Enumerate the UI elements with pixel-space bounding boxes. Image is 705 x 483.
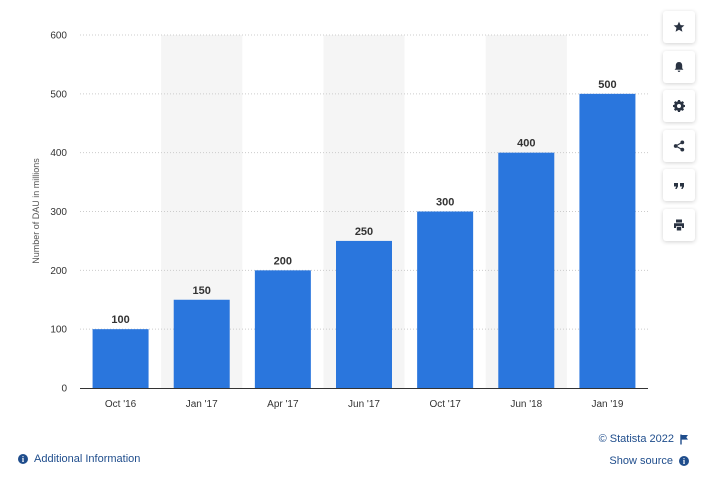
bar	[336, 240, 392, 388]
notification-button[interactable]	[663, 50, 695, 83]
gear-icon	[673, 100, 685, 112]
bar	[92, 329, 149, 388]
x-tick-label: Apr '17	[267, 399, 299, 410]
quote-icon	[674, 183, 684, 189]
x-tick-label: Oct '17	[429, 399, 461, 410]
favorite-button[interactable]	[663, 11, 695, 43]
settings-button[interactable]	[663, 90, 695, 122]
bar	[254, 270, 311, 388]
y-tick-label: 600	[50, 31, 67, 42]
data-label: 400	[517, 138, 535, 150]
data-labels: 100 150 200 250 300 400 500	[111, 79, 616, 326]
data-label: 300	[436, 197, 454, 209]
show-source-label[interactable]: Show source	[609, 455, 673, 467]
info-icon: i	[679, 456, 689, 466]
additional-information-link[interactable]: i Additional Information	[18, 453, 140, 465]
bar	[498, 152, 555, 388]
flag-icon	[680, 434, 688, 444]
bar	[417, 211, 474, 388]
chart-toolbar	[663, 11, 695, 248]
bar-chart: 0 100 200 300 400 500 600 100 150 200 250 300 400 50…	[31, 31, 648, 410]
y-tick-label: 500	[50, 89, 67, 100]
additional-information-label[interactable]: Additional Information	[34, 453, 141, 465]
share-button[interactable]	[663, 129, 695, 162]
share-icon	[673, 140, 685, 151]
y-tick-label: 300	[50, 207, 67, 218]
data-label: 100	[111, 314, 129, 326]
x-tick-label: Oct '16	[105, 399, 137, 410]
statista-credit[interactable]: © Statista 2022	[599, 433, 689, 445]
y-axis-ticks: 0 100 200 300 400 500 600	[50, 31, 67, 395]
x-tick-label: Jun '17	[348, 399, 380, 410]
info-icon: i	[18, 454, 28, 464]
bar	[173, 299, 230, 388]
show-source-link[interactable]: Show source i	[609, 455, 689, 467]
bell-icon	[674, 61, 684, 72]
cite-button[interactable]	[663, 169, 695, 201]
data-label: 500	[598, 79, 616, 91]
y-tick-label: 400	[50, 148, 67, 159]
x-tick-label: Jan '17	[186, 399, 218, 410]
y-tick-label: 0	[61, 384, 67, 395]
y-tick-label: 100	[50, 325, 67, 336]
bars	[92, 93, 636, 388]
data-label: 200	[274, 255, 292, 267]
bar	[579, 93, 636, 388]
data-label: 250	[355, 226, 373, 238]
data-label: 150	[193, 285, 211, 297]
x-tick-label: Jan '19	[591, 399, 623, 410]
print-icon	[674, 219, 684, 230]
star-icon	[673, 21, 685, 32]
y-axis-label: Number of DAU in millions	[31, 158, 41, 264]
x-axis-ticks: Oct '16 Jan '17 Apr '17 Jun '17 Oct '17 Jun '…	[105, 399, 624, 410]
credit-text[interactable]: © Statista 2022	[598, 433, 674, 445]
print-button[interactable]	[663, 208, 695, 241]
y-tick-label: 200	[50, 266, 67, 277]
x-tick-label: Jun '18	[510, 399, 542, 410]
